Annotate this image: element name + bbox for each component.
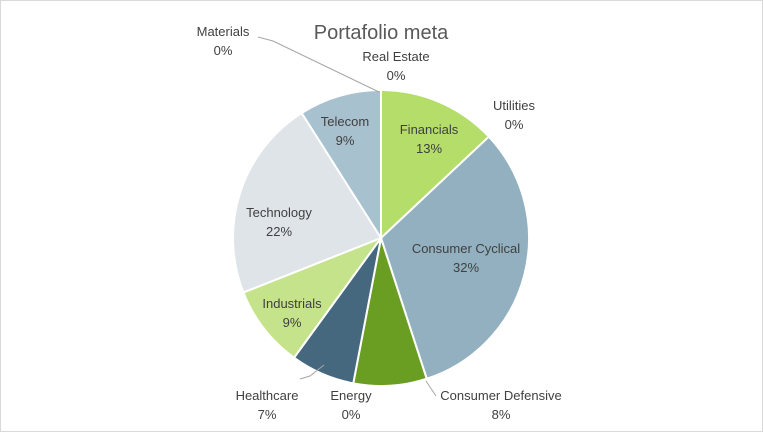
slice-label-name: Consumer Cyclical xyxy=(412,241,520,256)
slice-label-name: Telecom xyxy=(321,114,369,129)
chart-title: Portafolio meta xyxy=(314,22,449,44)
slice-label-value: 0% xyxy=(387,68,406,83)
slice-label-energy: Energy 0% xyxy=(330,388,372,422)
pie-slice-technology xyxy=(232,111,383,294)
leader-line-consumer-defensive xyxy=(425,380,437,397)
leader-lines xyxy=(257,36,437,397)
slice-label-value: 13% xyxy=(416,141,442,156)
slice-label-value: 8% xyxy=(492,407,511,422)
slice-label-name: Materials xyxy=(197,24,250,39)
slice-label-telecom: Telecom 9% xyxy=(321,114,369,148)
slice-label-technology: Technology 22% xyxy=(246,205,312,239)
slice-label-materials: Materials 0% xyxy=(197,24,250,58)
slice-label-value: 9% xyxy=(336,133,355,148)
slice-label-name: Consumer Defensive xyxy=(440,388,561,403)
slice-label-value: 0% xyxy=(342,407,361,422)
slice-label-name: Healthcare xyxy=(236,388,299,403)
slice-label-name: Real Estate xyxy=(362,49,429,64)
pie-slices xyxy=(232,88,530,388)
pie-slice-industrials xyxy=(242,235,384,360)
slice-label-value: 0% xyxy=(214,43,233,58)
slice-label-value: 32% xyxy=(453,260,479,275)
slice-label-utilities: Utilities 0% xyxy=(493,98,535,132)
slice-label-real-estate: Real Estate 0% xyxy=(362,49,429,83)
pie-slice-telecom xyxy=(300,88,382,242)
slice-label-name: Energy xyxy=(330,388,372,403)
slice-label-consumer-cyclical: Consumer Cyclical 32% xyxy=(412,241,520,275)
slice-label-name: Industrials xyxy=(262,296,322,311)
slice-label-name: Technology xyxy=(246,205,312,220)
slice-label-industrials: Industrials 9% xyxy=(262,296,322,330)
pie-slice-consumer-cyclical xyxy=(379,135,530,381)
leader-line-healthcare xyxy=(299,364,325,380)
slice-label-financials: Financials 13% xyxy=(400,122,459,156)
slice-label-value: 9% xyxy=(283,315,302,330)
slice-label-consumer-defensive: Consumer Defensive 8% xyxy=(440,388,561,422)
slice-labels: Real Estate 0% Utilities 0% Financials 13% Con… xyxy=(197,24,562,422)
slice-label-value: 22% xyxy=(266,224,292,239)
slice-label-name: Utilities xyxy=(493,98,535,113)
pie-slice-financials xyxy=(380,88,491,241)
slice-label-value: 0% xyxy=(505,117,524,132)
slice-label-value: 7% xyxy=(258,407,277,422)
leader-line-materials xyxy=(257,36,380,93)
slice-label-healthcare: Healthcare 7% xyxy=(236,388,299,422)
slice-label-name: Financials xyxy=(400,122,459,137)
